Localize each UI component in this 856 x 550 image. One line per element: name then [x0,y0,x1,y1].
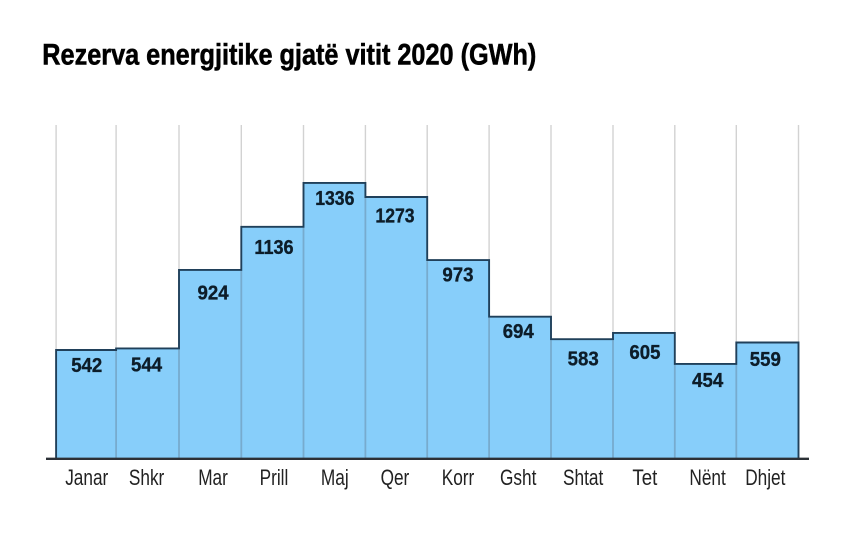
svg-text:Maj: Maj [321,465,349,490]
svg-text:1136: 1136 [254,236,293,259]
svg-text:454: 454 [692,369,724,392]
svg-text:605: 605 [629,341,660,364]
svg-text:Korr: Korr [442,465,475,490]
svg-text:Tet: Tet [632,465,657,490]
svg-text:Rezerva energjitike gjatë viti: Rezerva energjitike gjatë vitit 2020 (GW… [42,39,536,71]
svg-text:544: 544 [131,354,163,377]
svg-text:1336: 1336 [315,187,354,210]
svg-text:924: 924 [198,281,230,304]
svg-text:542: 542 [71,354,102,377]
svg-text:694: 694 [503,320,535,343]
svg-text:Qer: Qer [381,465,410,490]
svg-text:973: 973 [442,264,473,287]
svg-text:Prill: Prill [260,465,289,490]
svg-text:583: 583 [568,348,599,371]
svg-text:Shtat: Shtat [563,465,603,490]
svg-text:559: 559 [750,348,781,371]
svg-text:Janar: Janar [65,465,108,490]
svg-text:Mar: Mar [198,465,228,490]
svg-text:Dhjet: Dhjet [745,465,785,490]
svg-text:Nënt: Nënt [689,465,725,490]
svg-text:Shkr: Shkr [129,465,164,490]
svg-text:Gsht: Gsht [500,465,536,490]
svg-text:1273: 1273 [375,205,414,228]
